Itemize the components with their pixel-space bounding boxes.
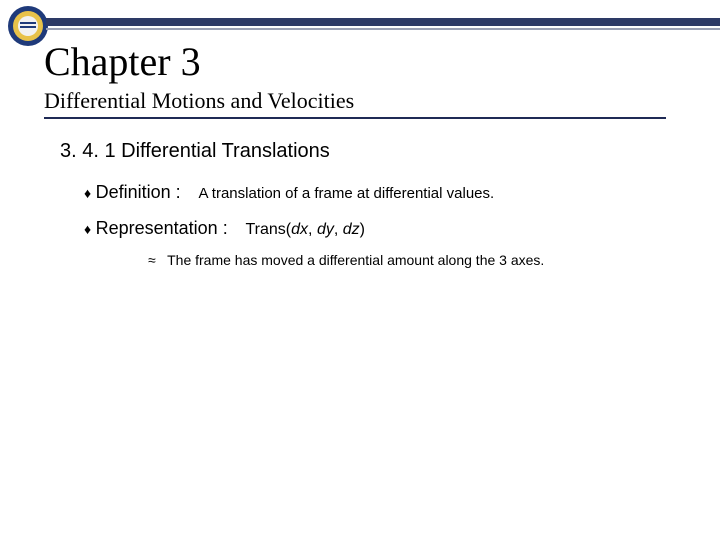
bullet-representation: ♦ Representation : Trans(dx, dy, dz) [84, 218, 690, 239]
header-thin-rule [46, 28, 720, 30]
sub-note-text: The frame has moved a differential amoun… [167, 252, 544, 268]
chapter-subtitle: Differential Motions and Velocities [44, 88, 354, 114]
bullet-definition: ♦ Definition : A translation of a frame … [84, 182, 690, 203]
trans-prefix: Trans( [246, 221, 292, 238]
representation-desc: Trans(dx, dy, dz) [246, 221, 365, 238]
definition-desc: A translation of a frame at differential… [198, 185, 494, 202]
sub-note: ≈ The frame has moved a differential amo… [148, 252, 544, 268]
spacer [185, 185, 194, 202]
trans-dy: dy [317, 221, 334, 238]
trans-sep: , [334, 221, 343, 238]
chapter-title: Chapter 3 [44, 38, 201, 85]
diamond-bullet-icon: ♦ [84, 221, 91, 237]
title-underline [44, 117, 666, 119]
trans-dz: dz [343, 221, 360, 238]
definition-term: Definition : [96, 182, 181, 202]
approx-icon: ≈ [148, 252, 156, 268]
trans-suffix: ) [360, 221, 365, 238]
trans-sep: , [308, 221, 317, 238]
spacer [160, 252, 164, 268]
diamond-bullet-icon: ♦ [84, 185, 91, 201]
slide: Chapter 3 Differential Motions and Veloc… [0, 0, 720, 540]
spacer [232, 221, 241, 238]
trans-dx: dx [291, 221, 308, 238]
representation-term: Representation : [96, 218, 228, 238]
section-heading: 3. 4. 1 Differential Translations [60, 140, 330, 163]
header-thick-rule [46, 18, 720, 26]
